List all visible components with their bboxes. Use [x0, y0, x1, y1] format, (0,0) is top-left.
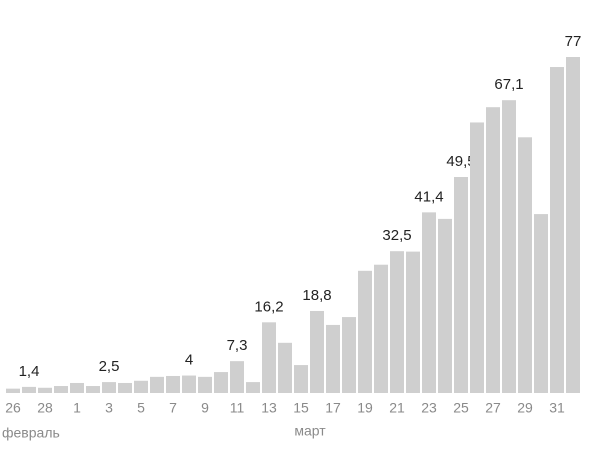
x-tick-label: 15 — [293, 400, 309, 416]
bar — [566, 57, 580, 393]
x-tick-label: 21 — [389, 400, 405, 416]
value-label: 77 — [565, 33, 582, 50]
bar — [214, 372, 228, 393]
bar — [246, 382, 260, 393]
bar — [422, 212, 436, 393]
month-label: февраль — [2, 425, 60, 441]
bar — [86, 386, 100, 393]
bar — [166, 375, 180, 393]
bar — [294, 365, 308, 393]
x-tick-label: 5 — [137, 400, 145, 416]
x-tick-label: 26 — [5, 400, 21, 416]
x-tick-label: 31 — [549, 400, 565, 416]
bar — [534, 214, 548, 393]
x-tick-label: 3 — [105, 400, 113, 416]
bar — [278, 342, 292, 393]
bar — [406, 251, 420, 393]
bar — [198, 376, 212, 393]
bar — [470, 122, 484, 394]
month-label: март — [294, 423, 326, 439]
value-label: 2,5 — [99, 358, 120, 375]
bar — [182, 375, 196, 393]
bar — [502, 100, 516, 393]
bar — [54, 386, 68, 393]
bar — [230, 361, 244, 393]
value-label: 18,8 — [302, 287, 331, 304]
x-tick-label: 17 — [325, 400, 341, 416]
x-tick-label: 23 — [421, 400, 437, 416]
x-tick-label: 1 — [73, 400, 81, 416]
bar — [374, 264, 388, 393]
bar — [134, 380, 148, 393]
x-tick-label: 29 — [517, 400, 533, 416]
x-tick-label: 11 — [230, 400, 245, 416]
bar — [438, 218, 452, 393]
x-tick-label: 28 — [37, 400, 53, 416]
value-label: 4 — [185, 352, 193, 369]
bar — [326, 324, 340, 393]
value-label: 16,2 — [254, 298, 283, 315]
bar — [518, 137, 532, 393]
bar — [342, 317, 356, 393]
bar — [550, 67, 564, 393]
bar — [118, 382, 132, 393]
bar — [310, 310, 324, 393]
value-label: 7,3 — [227, 337, 248, 354]
bar — [6, 388, 20, 393]
bar — [454, 177, 468, 393]
bar — [390, 251, 404, 393]
bar — [486, 107, 500, 393]
value-label: 67,1 — [494, 76, 523, 93]
bar — [22, 386, 36, 393]
value-label: 1,4 — [19, 363, 40, 380]
bar — [262, 322, 276, 393]
bar — [70, 382, 84, 393]
value-label: 32,5 — [382, 227, 411, 244]
x-tick-label: 27 — [485, 400, 501, 416]
bar — [102, 382, 116, 393]
x-tick-label: 19 — [357, 400, 373, 416]
value-label: 49,5 — [446, 153, 475, 170]
value-label: 41,4 — [414, 188, 443, 205]
x-tick-label: 7 — [169, 400, 177, 416]
bar — [150, 376, 164, 393]
bar — [38, 387, 52, 393]
x-tick-label: 9 — [201, 400, 209, 416]
x-tick-label: 25 — [453, 400, 469, 416]
x-tick-label: 13 — [261, 400, 277, 416]
bar — [358, 270, 372, 393]
